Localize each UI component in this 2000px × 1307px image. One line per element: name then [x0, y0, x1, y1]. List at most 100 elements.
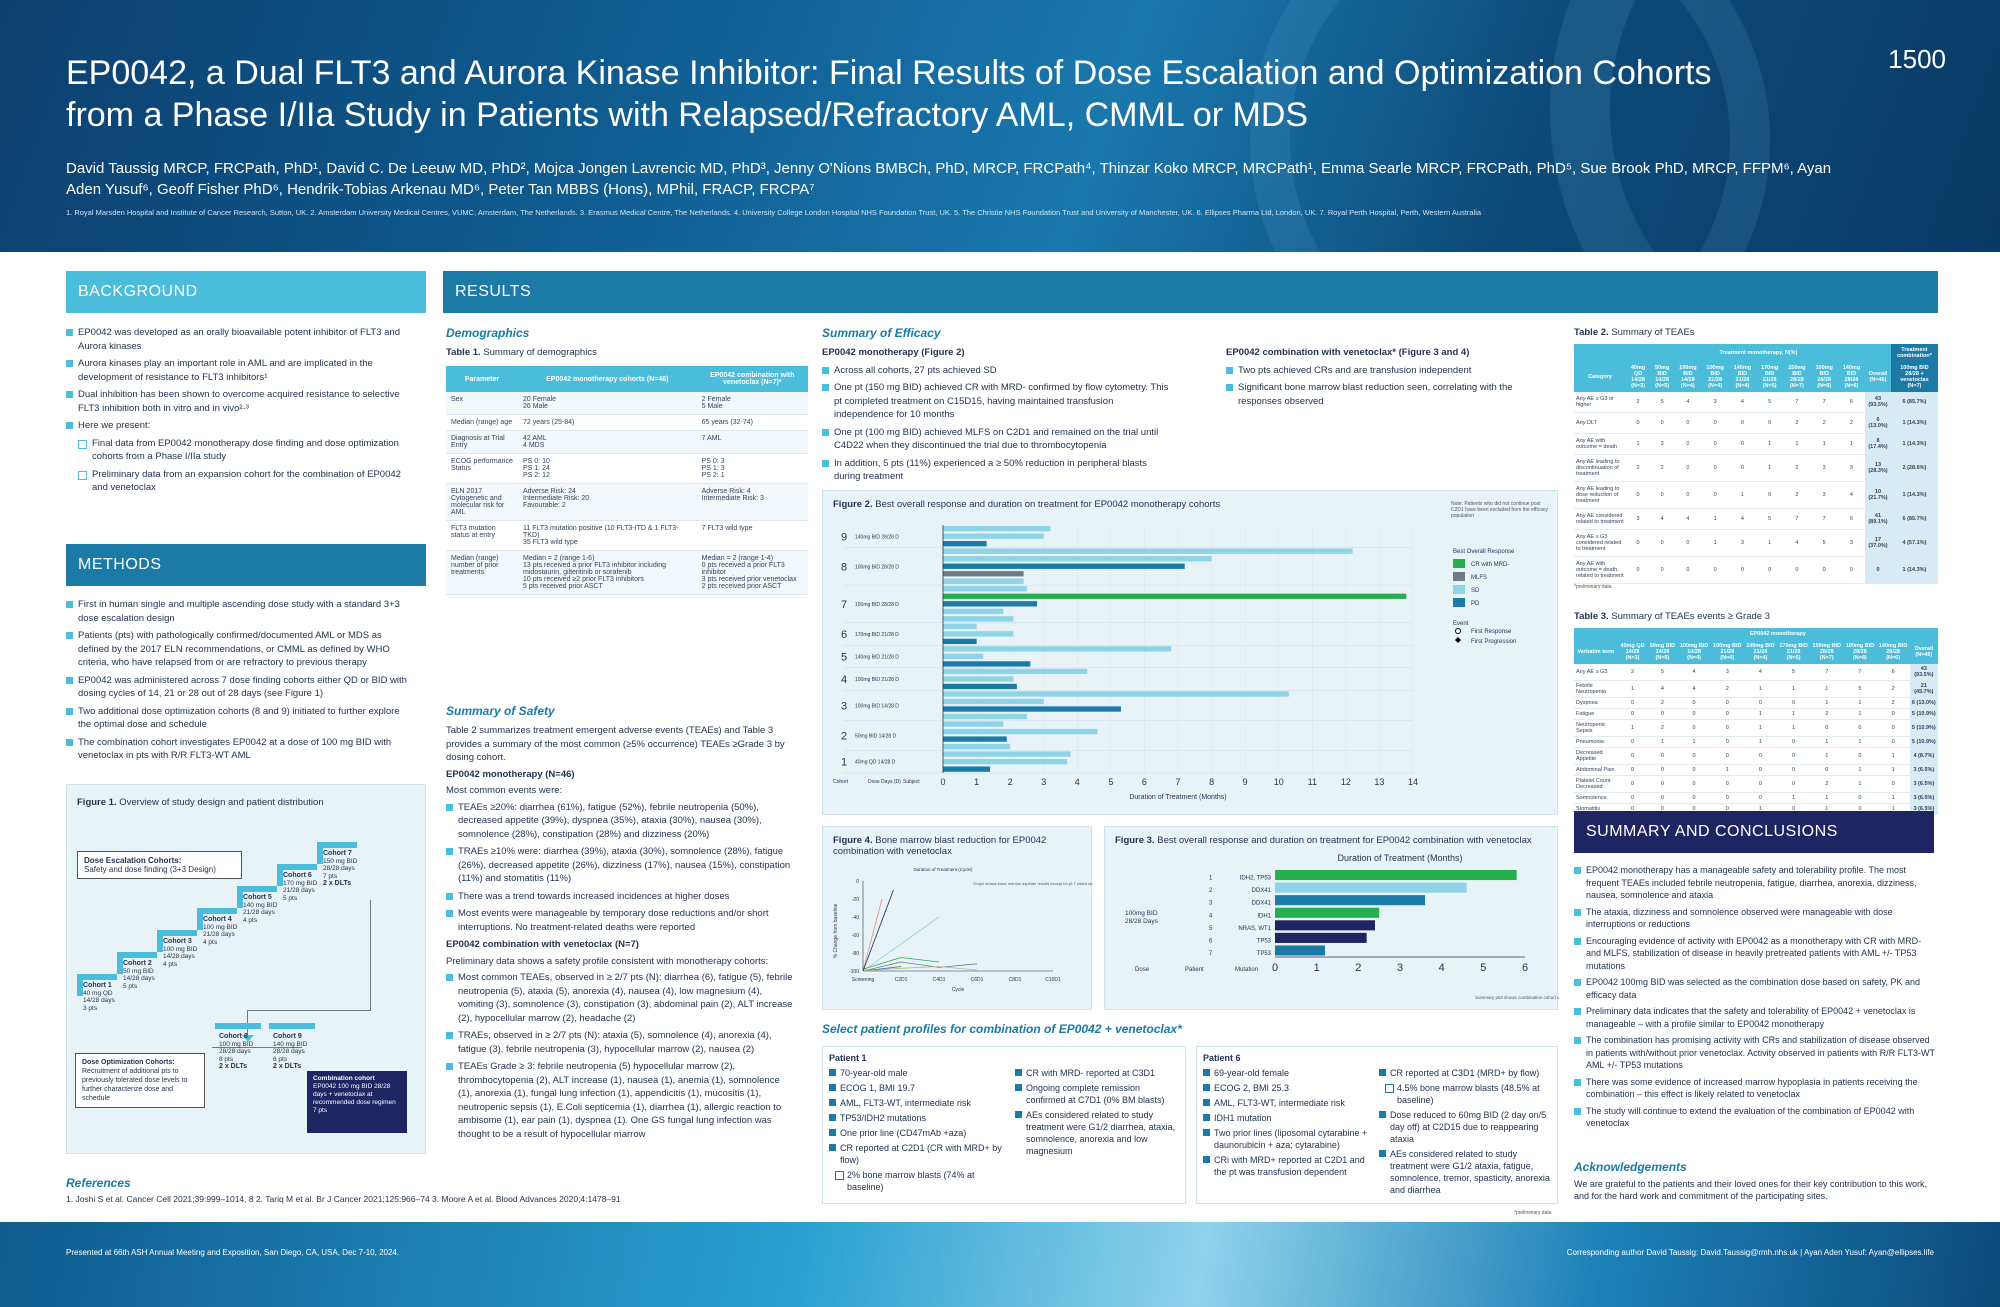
- x-tick-label: 4: [1439, 962, 1445, 974]
- patient-number: 1: [1209, 876, 1213, 882]
- cohort-label: Cohort 6 170 mg BID 21/28 days 5 pts: [283, 872, 327, 902]
- table2-cell: 1 (14.3%): [1890, 556, 1938, 584]
- table3-cell: 0: [1777, 775, 1811, 793]
- mono-safety-intro: Most common events were:: [446, 785, 563, 796]
- table2-col-header: 140mg BID 21/28 (N=4): [1728, 362, 1757, 392]
- table3-cell: 0: [1743, 697, 1777, 709]
- table1-header: Parameter: [446, 366, 518, 392]
- patient-mutation: DDX41: [1252, 888, 1272, 894]
- cohort-number: 3: [841, 700, 847, 712]
- table3-col-header: Verbatim term: [1574, 640, 1618, 664]
- response-bar: [943, 548, 1353, 554]
- profile-item: Dose reduced to 60mg BID (2 day on/5 day…: [1379, 1109, 1553, 1145]
- response-bar: [943, 661, 1031, 667]
- table3-cell: 2: [1810, 708, 1844, 720]
- response-bar: [943, 743, 1011, 750]
- table3-cell: 0: [1710, 747, 1744, 765]
- figure2-panel: Figure 2. Best overall response and dura…: [822, 490, 1558, 815]
- references-heading: References: [66, 1176, 131, 1190]
- profile-item: AEs considered related to study treatmen…: [1379, 1148, 1553, 1196]
- cohort-name: Cohort 4: [203, 916, 232, 923]
- y-tick-label: -80: [852, 951, 859, 957]
- table3-cell: 4: [1743, 664, 1777, 681]
- x-tick-label: 11: [1308, 777, 1317, 787]
- table3-cell: Any AE ≥ G3: [1574, 664, 1618, 681]
- figure3-label: Figure 3.: [1115, 835, 1155, 846]
- cohort-dlt: 2 x DLTs: [273, 1063, 302, 1070]
- fig4-note: Graph shows bone marrow aspirate results…: [973, 881, 1093, 886]
- response-bar: [943, 646, 1172, 652]
- table3-cell: 6: [1876, 664, 1910, 681]
- table2-col-header: 150mg BID 28/28 (N=7): [1783, 362, 1811, 392]
- figure1-caption: Overview of study design and patient dis…: [119, 797, 324, 808]
- cohort-dose: 100 mg BID: [163, 945, 198, 953]
- table2-cell: 3: [1650, 433, 1675, 455]
- demographics-table: Parameter EP0042 monotherapy cohorts (N=4…: [446, 366, 808, 595]
- table-row: Any AE with outcome = death 1 3 0 0 0 1 1 1 1 8 (1…: [1574, 433, 1938, 455]
- response-bar: [943, 721, 1004, 727]
- table3-cell: 0: [1617, 697, 1648, 709]
- efficacy-heading: Summary of Efficacy: [822, 326, 941, 340]
- table1-cell: Sex: [446, 392, 518, 415]
- table3-cell: 7: [1810, 664, 1844, 681]
- response-bar: [943, 601, 1037, 607]
- footer-contact: Corresponding author David Taussig: Davi…: [1566, 1248, 1934, 1257]
- profile-item: AML, FLT3-WT, intermediate risk: [829, 1097, 1009, 1109]
- table3-cell: 5 (10.9%): [1909, 708, 1938, 720]
- table3-cell: Decreased Appetite: [1574, 747, 1618, 765]
- table3-cell: 1: [1843, 764, 1877, 776]
- table3-cell: 0: [1810, 764, 1844, 776]
- table2-cell: 5: [1756, 508, 1784, 530]
- table3-cell: 0: [1677, 708, 1711, 720]
- table2-cell: 1: [1756, 454, 1784, 482]
- table2-cell: 3: [1837, 529, 1866, 557]
- profile-item: ECOG 1, BMI 19.7: [829, 1082, 1009, 1094]
- table1-header: EP0042 combination with venetoclax (N=7)…: [696, 366, 808, 392]
- response-bar: [943, 571, 1024, 577]
- profile-item: CRi with MRD+ reported at C2D1 and the p…: [1203, 1154, 1373, 1178]
- blast-series-line: [862, 961, 978, 972]
- table3-col-header: 170mg BID 21/28 (N=5): [1777, 640, 1811, 664]
- table3-col-header: 100mg BID 28/28 (N=8): [1843, 640, 1877, 664]
- response-bar: [943, 541, 987, 547]
- response-bar: [943, 728, 1098, 735]
- cohort-number: 1: [841, 757, 847, 769]
- table-row: Sex 20 Female 26 Male 2 Female 5 Male: [446, 392, 808, 415]
- cohort-dlt: 2 x DLTs: [219, 1063, 248, 1070]
- legend-title: Best Overall Response: [1453, 549, 1515, 555]
- x-tick-label: 9: [1243, 777, 1248, 787]
- safety-intro: Table 2 summarizes treatment emergent ad…: [446, 725, 785, 763]
- event-label: First Response: [1471, 629, 1512, 635]
- methods-item: EP0042 was administered across 7 dose fi…: [66, 674, 411, 701]
- cohort-step: [237, 886, 277, 892]
- table2-cell: 1: [1756, 433, 1784, 455]
- efficacy-item: In addition, 5 pts (11%) experienced a ≥…: [822, 457, 1172, 484]
- cohort-dose: 100 mg BID: [219, 1040, 254, 1048]
- table2-cell: Any AE with outcome = death, related to …: [1574, 556, 1626, 584]
- table3-caption: Summary of TEAEs events ≥ Grade 3: [1611, 611, 1770, 622]
- response-bar: [943, 631, 1014, 637]
- x-tick-label: 7: [1175, 777, 1180, 787]
- legend-label: CR with MRD-: [1471, 562, 1509, 568]
- table3-cell: 5: [1647, 664, 1678, 681]
- table3-cell: 1: [1743, 708, 1777, 720]
- table3-cell: 43 (93.5%): [1909, 664, 1938, 681]
- table2-cell: 2: [1783, 412, 1811, 434]
- patient-number: 4: [1209, 913, 1213, 919]
- table2-caption: Summary of TEAEs: [1611, 327, 1695, 338]
- references-text: 1. Joshi S et al. Cancer Cell 2021;39:99…: [66, 1194, 621, 1204]
- profile-item: IDH1 mutation: [1203, 1112, 1373, 1124]
- authors: David Taussig MRCP, FRCPath, PhD¹, David…: [66, 160, 1832, 198]
- cohort-name: Cohort 2: [123, 960, 152, 967]
- figure4-chart: Duration of Treatment (Cycle) 0 -20 -40 -60 -…: [833, 867, 1093, 993]
- table3-col-header: 140mg BID 28/28 (N=6): [1876, 640, 1910, 664]
- table3-col-header: 100mg BID 21/28 (N=4): [1710, 640, 1744, 664]
- cohort-step: [77, 974, 117, 980]
- table2-cell: 1: [1728, 481, 1757, 509]
- table2-cell: 0: [1626, 412, 1651, 434]
- opt-cohort-bar: [269, 1023, 315, 1029]
- x-tick-label: 8: [1209, 777, 1214, 787]
- table2-cell: 0: [1674, 454, 1702, 482]
- cohort-dose: 50 mg BID: [123, 967, 154, 975]
- table2-cell: 7: [1810, 508, 1838, 530]
